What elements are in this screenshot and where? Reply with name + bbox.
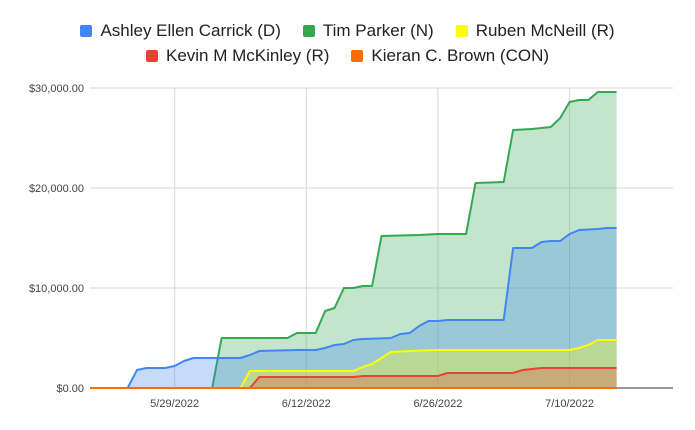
legend-item-ashley[interactable]: Ashley Ellen Carrick (D) — [80, 21, 281, 41]
y-tick-label: $20,000.00 — [29, 183, 84, 195]
legend-swatch — [145, 50, 158, 62]
legend-item-tim[interactable]: Tim Parker (N) — [302, 21, 434, 41]
y-tick-label: $0.00 — [56, 383, 84, 395]
legend-swatch — [351, 50, 364, 62]
legend-label: Ashley Ellen Carrick (D) — [100, 21, 281, 40]
legend-swatch — [302, 25, 315, 37]
legend-label: Kieran C. Brown (CON) — [371, 46, 550, 65]
legend-label: Tim Parker (N) — [322, 21, 434, 40]
legend-row-1: Ashley Ellen Carrick (D) Tim Parker (N) … — [0, 21, 695, 41]
x-tick-label: 5/29/2022 — [150, 398, 199, 410]
legend-item-ruben[interactable]: Ruben McNeill (R) — [455, 21, 615, 41]
series-line-ruben-mcneill-r — [90, 339, 617, 389]
y-tick-label: $30,000.00 — [29, 83, 84, 95]
legend-row-2: Kevin M McKinley (R) Kieran C. Brown (CO… — [0, 46, 695, 66]
series-line-kevin-m-mckinley-r — [90, 367, 617, 389]
legend-label: Kevin M McKinley (R) — [165, 46, 330, 65]
series-line-ashley-ellen-carrick-d — [90, 227, 617, 389]
series-area-tim-parker-n — [90, 92, 617, 388]
series-area-ashley-ellen-carrick-d — [90, 228, 617, 388]
legend-item-kevin[interactable]: Kevin M McKinley (R) — [145, 46, 330, 66]
x-tick-label: 6/12/2022 — [282, 398, 331, 410]
y-tick-label: $10,000.00 — [29, 283, 84, 295]
legend-swatch — [80, 25, 93, 37]
x-tick-label: 6/26/2022 — [413, 398, 462, 410]
legend-label: Ruben McNeill (R) — [475, 21, 615, 40]
series-area-ruben-mcneill-r — [90, 340, 617, 388]
legend-swatch — [455, 25, 468, 37]
legend-item-kieran[interactable]: Kieran C. Brown (CON) — [351, 46, 549, 66]
series-line-tim-parker-n — [90, 91, 617, 389]
x-tick-label: 7/10/2022 — [545, 398, 594, 410]
